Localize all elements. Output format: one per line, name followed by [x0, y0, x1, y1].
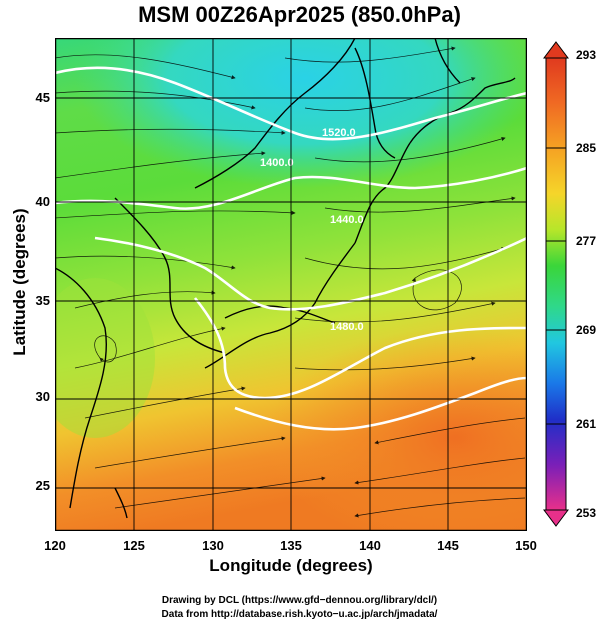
- y-tick-label: 40: [35, 194, 50, 209]
- x-tick-label: 135: [280, 538, 302, 553]
- map-plot-area: 1400.0 1440.0 1520.0 1480.0: [55, 38, 527, 531]
- contour-label: 1400.0: [260, 157, 294, 169]
- y-axis-label: Latitude (degrees): [10, 208, 29, 356]
- y-tick-label: 30: [35, 389, 50, 404]
- colorbar-top-arrow: [543, 41, 569, 59]
- colorbar-graphic: [543, 41, 569, 527]
- contour-label: 1520.0: [322, 127, 356, 139]
- map-title: MSM 00Z26Apr2025 (850.0hPa): [138, 2, 461, 27]
- x-tick-label: 140: [359, 538, 381, 553]
- colorbar-tick-label: 253: [576, 506, 597, 520]
- lat-lon-grid: [55, 38, 527, 531]
- colorbar-scale: [545, 57, 567, 511]
- y-tick-label: 45: [35, 90, 50, 105]
- colorbar-tick-label: 261: [576, 417, 597, 431]
- colorbar: [541, 40, 571, 528]
- x-tick-label: 120: [44, 538, 66, 553]
- y-tick-label: 25: [35, 478, 50, 493]
- plot-frame: [55, 38, 527, 531]
- x-axis-label: Longitude (degrees): [209, 556, 373, 575]
- temperature-field-map: 1400.0 1440.0 1520.0 1480.0: [55, 38, 527, 531]
- x-tick-label: 145: [437, 538, 459, 553]
- data-source-credit: Data from http://database.rish.kyoto−u.a…: [161, 609, 438, 620]
- colorbar-tick-label: 277: [576, 234, 597, 248]
- cold-air-region: [75, 38, 527, 188]
- colorbar-tick-label: 293: [576, 48, 597, 62]
- colorbar-tick-label: 269: [576, 323, 597, 337]
- x-tick-label: 150: [515, 538, 537, 553]
- contour-label: 1480.0: [330, 321, 364, 333]
- x-tick-label: 130: [202, 538, 224, 553]
- x-tick-label: 125: [123, 538, 145, 553]
- colorbar-tick-label: 285: [576, 141, 597, 155]
- contour-value-labels: 1400.0 1440.0 1520.0 1480.0: [260, 127, 364, 333]
- contour-label: 1440.0: [330, 214, 364, 226]
- drawing-credit: Drawing by DCL (https://www.gfd−dennou.o…: [161, 595, 438, 606]
- streamlines: [55, 46, 526, 518]
- y-tick-label: 35: [35, 293, 50, 308]
- colorbar-bottom-arrow: [543, 509, 569, 527]
